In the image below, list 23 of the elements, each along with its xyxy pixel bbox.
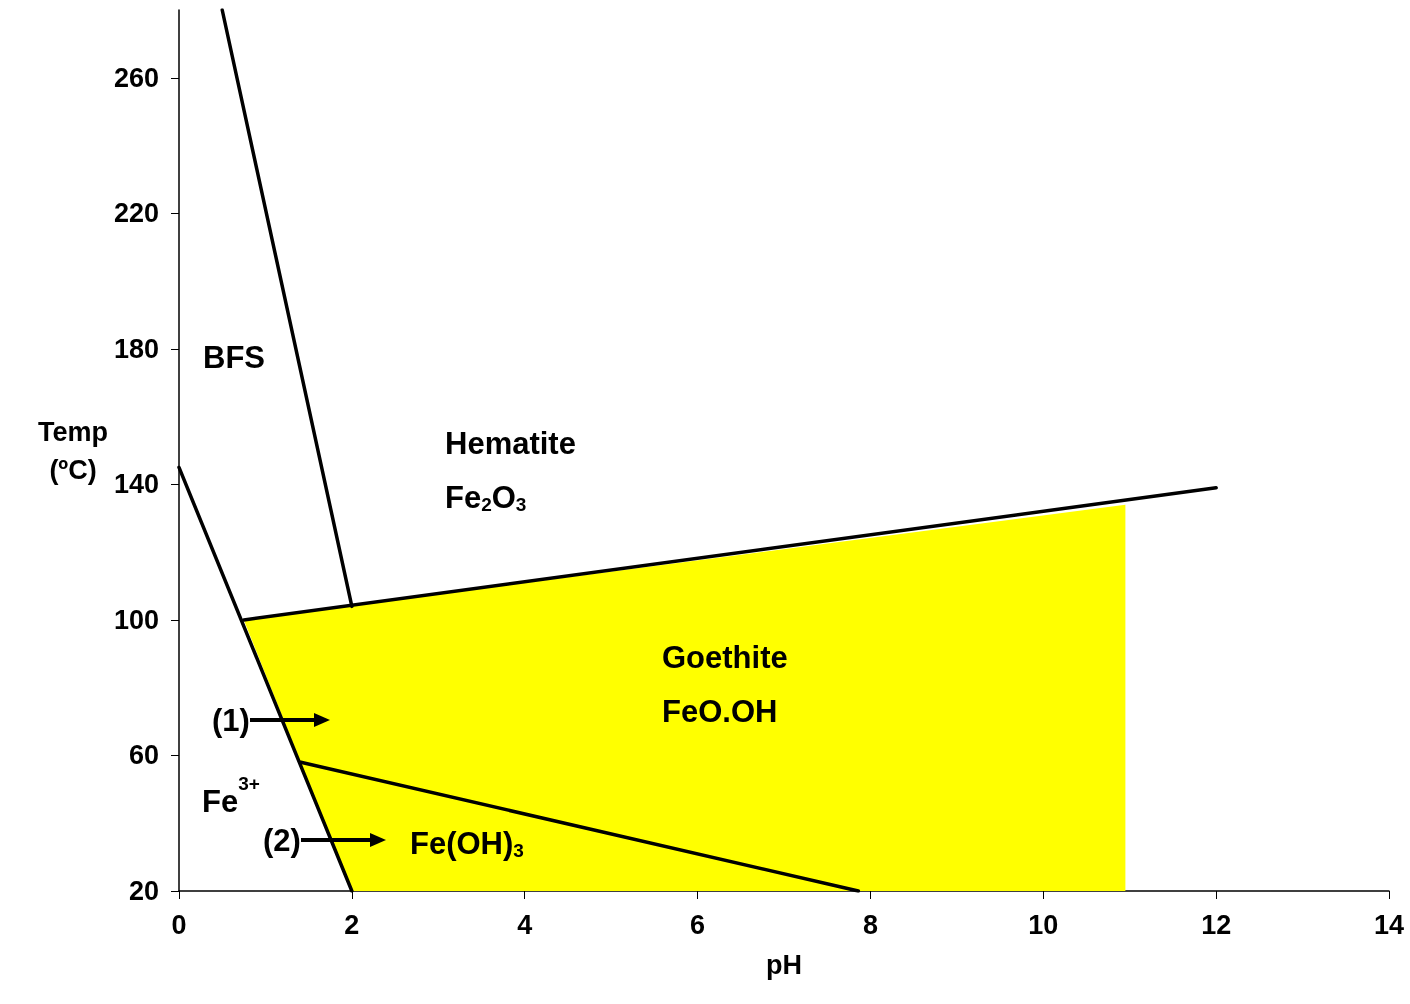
x-tick-label: 8 <box>862 909 878 940</box>
annotation: (1) <box>212 702 250 738</box>
y-tick-label: 140 <box>113 469 159 500</box>
y-tick-label: 180 <box>113 333 159 364</box>
annotation: Fe(OH)3 <box>410 825 524 861</box>
x-axis-title: pH <box>766 949 802 980</box>
annotation: Hematite Fe2O3 <box>445 425 576 515</box>
y-axis-title: Temp (ºC) <box>38 416 109 485</box>
y-tick-label: 100 <box>113 604 159 635</box>
y-tick-label: 60 <box>128 740 159 771</box>
x-tick-label: 2 <box>344 909 360 940</box>
annotation: BFS <box>203 339 265 375</box>
x-tick-label: 6 <box>690 909 706 940</box>
x-tick-label: 0 <box>171 909 187 940</box>
y-tick-label: 220 <box>113 198 159 229</box>
annotation: Goethite FeO.OH <box>662 639 788 729</box>
x-tick-label: 4 <box>517 909 533 940</box>
x-tick-label: 14 <box>1373 909 1405 940</box>
annotation: (2) <box>263 822 301 858</box>
y-tick-label: 20 <box>128 876 159 906</box>
y-tick-label: 260 <box>113 62 159 93</box>
x-tick-label: 10 <box>1028 909 1059 940</box>
x-tick-label: 12 <box>1201 909 1232 940</box>
